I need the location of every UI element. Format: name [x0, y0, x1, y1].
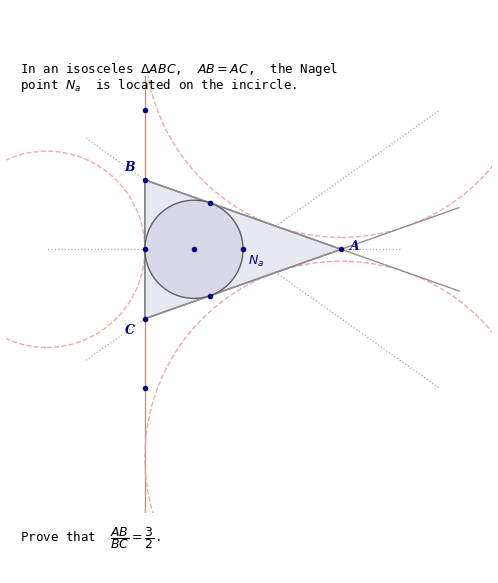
Text: C: C: [124, 324, 134, 337]
Text: point $N_a$  is located on the incircle.: point $N_a$ is located on the incircle.: [20, 77, 297, 94]
Text: $N_a$: $N_a$: [248, 254, 264, 269]
Text: B: B: [124, 161, 134, 174]
Text: I: I: [185, 233, 191, 246]
Text: A: A: [350, 240, 359, 253]
Text: Prove that  $\dfrac{AB}{BC} = \dfrac{3}{2}$.: Prove that $\dfrac{AB}{BC} = \dfrac{3}{2…: [20, 525, 160, 550]
Text: In an isosceles $\Delta ABC$,  $AB = AC$,  the Nagel: In an isosceles $\Delta ABC$, $AB = AC$,…: [20, 61, 338, 78]
Circle shape: [145, 200, 243, 298]
Polygon shape: [145, 180, 341, 319]
